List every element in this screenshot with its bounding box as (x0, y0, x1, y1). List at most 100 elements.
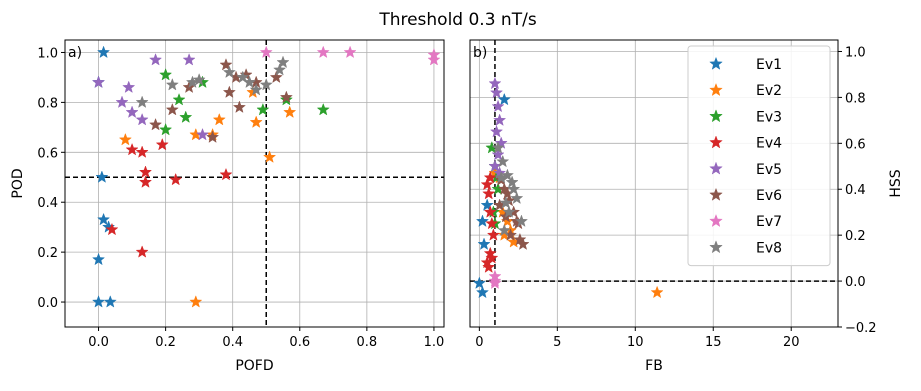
data-point-ev3 (159, 68, 173, 81)
legend-marker-ev6 (709, 187, 723, 201)
x-tick-label: 10 (627, 335, 644, 350)
x-tick-label: 0 (475, 335, 483, 350)
data-point-ev3 (159, 122, 173, 136)
x-tick-label: 0.0 (88, 335, 109, 350)
legend-marker-ev5 (709, 161, 723, 175)
data-point-ev4 (482, 186, 496, 200)
legend-marker-ev3 (709, 109, 723, 123)
panel-label: b) (473, 45, 487, 61)
y-axis-title: POD (10, 168, 26, 198)
data-point-ev8 (497, 223, 511, 237)
data-point-ev6 (219, 58, 233, 71)
data-point-ev8 (502, 205, 516, 218)
plot-frame (469, 39, 839, 328)
y-tick-label: 0.8 (845, 91, 866, 106)
legend-label: Ev7 (756, 214, 782, 230)
data-point-ev8 (500, 168, 514, 182)
y-tick-label: 0.2 (37, 246, 58, 261)
data-point-ev5 (493, 113, 507, 126)
data-point-ev2 (189, 295, 203, 308)
legend-marker-ev8 (709, 240, 723, 254)
data-point-ev2 (650, 285, 664, 299)
data-point-ev6 (279, 90, 293, 103)
data-point-ev5 (491, 99, 505, 113)
data-point-ev5 (491, 147, 505, 161)
y-tick-label: 0.0 (845, 275, 866, 290)
data-point-ev1 (497, 92, 511, 106)
x-axis-title: POFD (235, 358, 273, 374)
data-point-ev5 (122, 80, 136, 94)
data-point-ev6 (513, 232, 527, 246)
y-tick-label: 0.6 (845, 137, 866, 152)
x-axis-title: FB (645, 358, 663, 374)
data-point-ev1 (480, 198, 494, 211)
legend-marker-ev4 (709, 135, 723, 149)
data-point-ev5 (115, 95, 129, 108)
data-point-ev8 (496, 154, 510, 168)
data-point-ev2 (283, 105, 297, 118)
data-point-ev8 (135, 95, 149, 108)
x-tick-label: 0.2 (155, 335, 176, 350)
y-tick-label: 0.6 (37, 146, 58, 161)
x-tick-label: 5 (553, 335, 561, 350)
data-point-ev1 (103, 295, 117, 308)
y-tick-label: 1.0 (845, 45, 866, 60)
y-tick-label: 1.0 (37, 46, 58, 61)
panel-b: 0 5 10 15 20 −0.2 0.0 0.2 0.4 0.6 0.8 1.0 FB HSS b) Ev1… (469, 39, 904, 374)
data-point-ev5 (488, 76, 502, 90)
data-point-ev6 (148, 117, 163, 131)
data-point-ev4 (155, 137, 169, 151)
legend-label: Ev2 (756, 83, 782, 99)
data-point-ev1 (96, 212, 111, 226)
data-point-ev8 (276, 55, 290, 69)
data-point-ev1 (475, 214, 490, 227)
data-point-ev3 (256, 102, 270, 116)
y-tick-label: −0.2 (845, 321, 877, 336)
data-point-ev1 (477, 237, 491, 250)
y-tick-label: 0.4 (37, 196, 58, 211)
data-point-ev6 (232, 100, 246, 113)
data-point-ev4 (125, 142, 139, 156)
data-point-ev4 (138, 165, 153, 178)
data-point-ev5 (135, 112, 149, 126)
y-tick-label: 0.2 (845, 229, 866, 244)
data-point-ev2 (263, 150, 277, 163)
x-tick-label: 1.0 (424, 335, 445, 350)
legend-marker-ev1 (709, 56, 723, 70)
x-tick-label: 20 (783, 335, 800, 350)
data-point-ev6 (222, 85, 236, 98)
legend-marker-ev2 (709, 82, 723, 97)
data-point-ev4 (105, 222, 119, 236)
data-point-ev8 (242, 75, 257, 89)
data-point-ev1 (91, 295, 106, 308)
data-point-ev5 (148, 53, 163, 66)
data-point-ev2 (249, 115, 263, 128)
legend-marker-ev7 (709, 213, 723, 228)
data-point-ev4 (169, 172, 183, 186)
y-tick-label: 0.4 (845, 183, 866, 198)
data-point-ev8 (273, 63, 287, 76)
data-point-ev8 (491, 140, 505, 154)
data-point-ev8 (222, 65, 236, 79)
x-tick-label: 0.4 (222, 335, 243, 350)
data-point-ev8 (507, 182, 521, 195)
legend: Ev1 Ev2 Ev3 Ev4 Ev5 Ev6 Ev7 Ev8 (687, 45, 831, 267)
data-point-ev1 (96, 45, 111, 59)
data-point-ev6 (206, 130, 220, 143)
legend-box (687, 45, 831, 267)
panel-a: 0.0 0.2 0.4 0.6 0.8 1.0 0.0 0.2 0.4 0.6 0.8 1.0 POFD… (10, 39, 445, 374)
data-point-ev4 (135, 245, 149, 258)
data-point-ev4 (485, 251, 499, 264)
legend-label: Ev5 (756, 162, 782, 178)
data-point-ev8 (249, 82, 263, 96)
data-point-ev4 (485, 216, 499, 230)
x-tick-label: 0.8 (357, 335, 378, 350)
data-point-ev5 (91, 75, 106, 89)
data-point-ev8 (499, 196, 513, 209)
data-point-ev7 (427, 53, 441, 66)
data-point-ev8 (510, 191, 524, 205)
legend-label: Ev6 (756, 188, 782, 204)
data-point-ev4 (135, 145, 149, 158)
x-tick-label: 0.6 (289, 335, 310, 350)
